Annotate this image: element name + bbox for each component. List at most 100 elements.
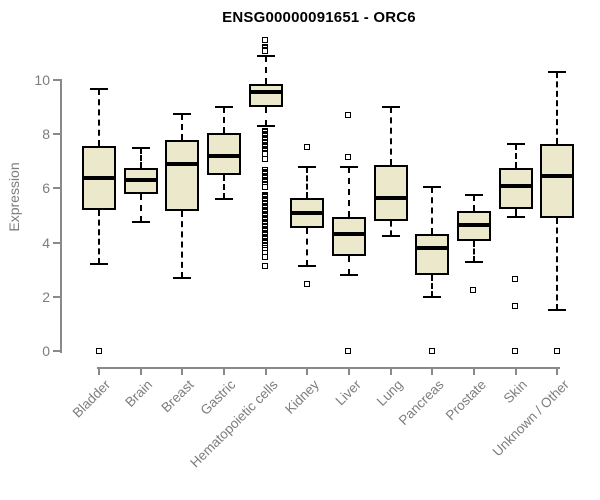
- box-breast: [165, 139, 200, 212]
- outlier-skin: [512, 347, 518, 354]
- whisker-upper-gastric: [222, 107, 225, 133]
- x-tick-mark: [222, 367, 225, 375]
- whisker-upper-hematopoietic-cells: [264, 55, 267, 85]
- outlier-bladder: [95, 347, 102, 354]
- box-liver: [331, 216, 366, 257]
- outlier-hematopoietic-cells: [262, 48, 269, 55]
- y-tick-label: 4: [42, 234, 50, 251]
- whisker-cap-lower-hematopoietic-cells: [256, 125, 275, 128]
- whisker-lower-liver: [347, 256, 350, 276]
- median-brain: [123, 178, 158, 183]
- whisker-upper-prostate: [472, 195, 475, 212]
- whisker-lower-bladder: [98, 210, 100, 265]
- y-tick-mark: [53, 79, 60, 81]
- x-tick-mark: [347, 367, 350, 375]
- whisker-cap-upper-kidney: [298, 165, 317, 168]
- median-pancreas: [415, 246, 450, 251]
- outlier-liver: [345, 347, 352, 354]
- whisker-lower-pancreas: [431, 275, 434, 297]
- median-hematopoietic-cells: [248, 90, 283, 95]
- outlier-hematopoietic-cells: [262, 263, 269, 270]
- whisker-lower-breast: [181, 211, 184, 278]
- whisker-cap-lower-unknown-other: [548, 309, 567, 312]
- x-tick-label-kidney: Kidney: [282, 377, 322, 417]
- x-tick-label-liver: Liver: [332, 377, 364, 409]
- whisker-cap-lower-kidney: [298, 264, 317, 267]
- whisker-lower-lung: [389, 220, 392, 236]
- median-liver: [331, 232, 366, 237]
- whisker-upper-bladder: [98, 89, 100, 147]
- whisker-cap-lower-prostate: [464, 260, 483, 263]
- whisker-cap-upper-bladder: [90, 88, 108, 91]
- y-tick-mark: [53, 295, 60, 298]
- x-tick-label-lung: Lung: [373, 377, 406, 409]
- x-tick-label-unknown-other: Unknown / Other: [489, 377, 572, 460]
- median-bladder: [82, 175, 116, 180]
- outlier-unknown-other: [553, 347, 560, 354]
- box-pancreas: [415, 234, 450, 276]
- x-tick-mark: [181, 367, 184, 375]
- whisker-cap-upper-lung: [381, 106, 400, 109]
- x-tick-mark: [139, 367, 142, 375]
- whisker-cap-upper-prostate: [464, 194, 483, 197]
- whisker-cap-lower-brain: [131, 221, 150, 224]
- whisker-upper-skin: [514, 143, 517, 169]
- x-tick-mark: [431, 367, 434, 375]
- whisker-upper-breast: [181, 113, 184, 140]
- x-tick-label-gastric: Gastric: [197, 377, 239, 418]
- whisker-cap-upper-gastric: [214, 106, 233, 109]
- x-tick-label-prostate: Prostate: [442, 377, 489, 424]
- x-tick-mark: [472, 367, 475, 375]
- chart-title: ENSG00000091651 - ORC6: [222, 9, 416, 26]
- y-tick-label: 8: [42, 126, 50, 143]
- y-tick-mark: [53, 350, 60, 352]
- median-lung: [373, 195, 408, 200]
- outlier-kidney: [303, 144, 310, 151]
- whisker-cap-upper-liver: [339, 165, 358, 168]
- whisker-cap-lower-liver: [339, 274, 358, 277]
- whisker-cap-lower-breast: [173, 276, 192, 279]
- x-tick-label-brain: Brain: [122, 377, 156, 410]
- whisker-cap-lower-bladder: [90, 263, 108, 266]
- whisker-cap-lower-lung: [381, 234, 400, 237]
- box-skin: [498, 168, 533, 209]
- outlier-liver: [345, 153, 352, 160]
- outlier-pancreas: [428, 347, 435, 354]
- whisker-upper-unknown-other: [556, 71, 559, 144]
- whisker-upper-kidney: [306, 166, 309, 198]
- whisker-cap-upper-breast: [173, 112, 192, 115]
- whisker-lower-gastric: [222, 174, 225, 200]
- whisker-upper-lung: [389, 107, 392, 166]
- outlier-liver: [345, 111, 352, 118]
- whisker-upper-pancreas: [431, 187, 434, 235]
- whisker-lower-brain: [139, 193, 142, 223]
- outlier-skin: [512, 275, 518, 282]
- outlier-hematopoietic-cells: [262, 254, 269, 260]
- x-tick-mark: [264, 367, 267, 375]
- whisker-lower-kidney: [306, 227, 309, 266]
- whisker-lower-unknown-other: [556, 218, 559, 311]
- whisker-upper-brain: [139, 147, 142, 169]
- y-tick-mark: [53, 187, 60, 190]
- x-tick-mark: [389, 367, 392, 375]
- box-unknown-other: [540, 143, 575, 219]
- y-tick-mark: [53, 241, 60, 244]
- median-unknown-other: [540, 174, 575, 179]
- median-kidney: [290, 210, 325, 215]
- box-lung: [373, 165, 408, 221]
- outlier-skin: [512, 302, 518, 309]
- x-axis-line: [97, 367, 561, 369]
- median-skin: [498, 183, 533, 188]
- outlier-prostate: [470, 286, 477, 293]
- whisker-cap-upper-brain: [131, 146, 150, 149]
- y-tick-label: 10: [34, 72, 50, 88]
- outlier-kidney: [303, 281, 310, 288]
- whisker-lower-skin: [514, 208, 517, 217]
- y-tick-mark: [53, 133, 60, 136]
- whisker-lower-prostate: [472, 241, 475, 262]
- x-tick-label-breast: Breast: [158, 377, 197, 416]
- whisker-lower-hematopoietic-cells: [264, 107, 267, 127]
- median-gastric: [206, 153, 241, 158]
- box-hematopoietic-cells: [248, 84, 283, 108]
